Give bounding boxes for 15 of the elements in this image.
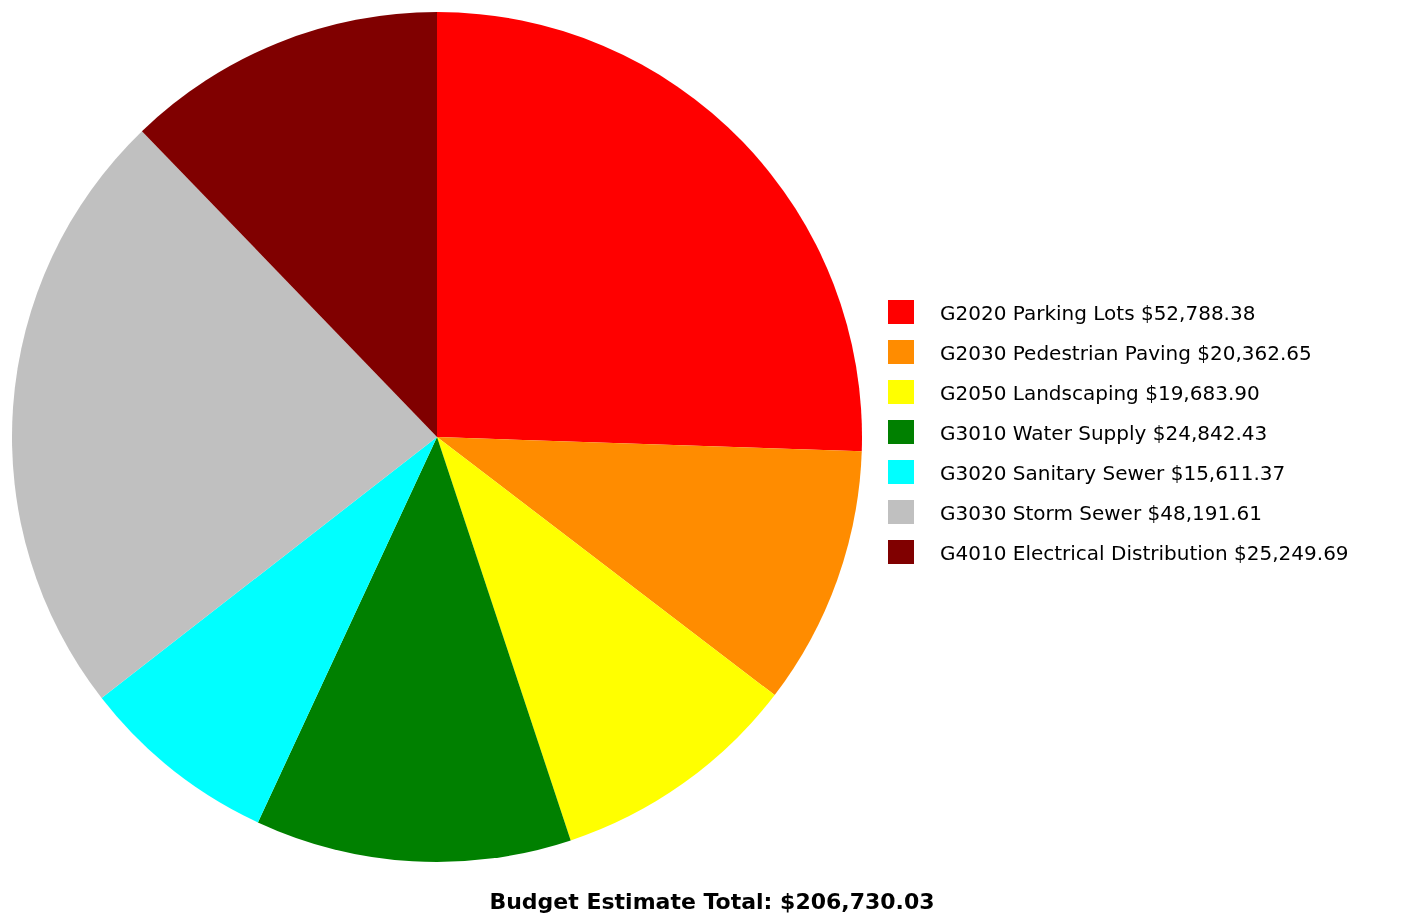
legend-label: G2020 Parking Lots $52,788.38: [940, 301, 1256, 325]
legend-label: G4010 Electrical Distribution $25,249.69: [940, 541, 1349, 565]
text: Budget Estimate Total: $206,730.03: [489, 889, 935, 914]
legend-label: G2030 Pedestrian Paving $20,362.65: [940, 341, 1312, 365]
legend-label: G3010 Water Supply $24,842.43: [940, 421, 1268, 445]
pie-slice: [101, 437, 437, 823]
legend-label: G2050 Landscaping $19,683.90: [940, 381, 1260, 405]
legend-label: G3030 Storm Sewer $48,191.61: [940, 501, 1262, 525]
pie-slice: [437, 12, 862, 452]
pie-slice: [257, 437, 571, 862]
pie-slice: [12, 131, 437, 699]
pie-slice: [141, 12, 437, 437]
pie-slice: [437, 437, 862, 696]
pie-slice: [437, 437, 775, 841]
legend-label: G3020 Sanitary Sewer $15,611.37: [940, 461, 1286, 485]
